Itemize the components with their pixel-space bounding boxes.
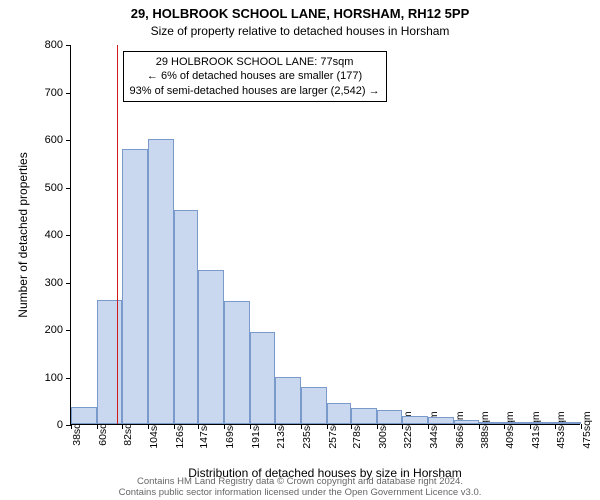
x-tick-label: 475sqm [581, 411, 593, 448]
histogram-bar [377, 410, 403, 424]
histogram-bar [148, 139, 174, 424]
histogram-bar [327, 403, 352, 424]
y-tick-label: 100 [45, 372, 63, 384]
y-tick [66, 45, 71, 46]
y-tick [66, 330, 71, 331]
histogram-bar [555, 422, 581, 424]
annotation-line: 93% of semi-detached houses are larger (… [130, 84, 380, 98]
x-tick-label: 366sqm [454, 411, 466, 448]
annotation-line: ← 6% of detached houses are smaller (177… [130, 69, 380, 83]
chart-title: 29, HOLBROOK SCHOOL LANE, HORSHAM, RH12 … [0, 6, 600, 21]
histogram-bar [71, 407, 97, 424]
y-tick-label: 600 [45, 134, 63, 146]
annotation-line: 29 HOLBROOK SCHOOL LANE: 77sqm [130, 55, 380, 69]
histogram-bar [250, 332, 276, 424]
histogram-bar [198, 270, 224, 424]
footer-line-1: Contains HM Land Registry data © Crown c… [137, 476, 463, 487]
x-tick-label: 388sqm [479, 411, 491, 448]
y-tick-label: 500 [45, 182, 63, 194]
y-tick [66, 283, 71, 284]
y-tick-label: 400 [45, 229, 63, 241]
y-axis-label: Number of detached properties [16, 45, 36, 425]
x-tick-label: 409sqm [504, 411, 516, 448]
histogram-bar [97, 300, 123, 424]
y-tick-label: 200 [45, 324, 63, 336]
histogram-bar [275, 377, 301, 425]
y-tick-label: 800 [45, 39, 63, 51]
footer-line-2: Contains public sector information licen… [119, 487, 482, 498]
x-tick-label: 431sqm [530, 411, 542, 448]
histogram-bar [530, 422, 556, 424]
footer-attribution: Contains HM Land Registry data © Crown c… [0, 477, 600, 498]
y-tick [66, 140, 71, 141]
y-tick-label: 300 [45, 277, 63, 289]
histogram-bar [428, 417, 454, 424]
histogram-bar [301, 387, 327, 424]
histogram-bar [402, 416, 428, 424]
y-tick [66, 235, 71, 236]
histogram-bar [351, 408, 377, 424]
histogram-bar [504, 422, 530, 424]
y-tick [66, 188, 71, 189]
y-tick [66, 378, 71, 379]
chart-subtitle: Size of property relative to detached ho… [0, 24, 600, 38]
y-tick-label: 0 [57, 419, 63, 431]
marker-line [117, 45, 118, 424]
y-tick-label: 700 [45, 87, 63, 99]
x-tick-label: 453sqm [555, 411, 567, 448]
histogram-bar [122, 149, 148, 425]
chart-container: 29, HOLBROOK SCHOOL LANE, HORSHAM, RH12 … [0, 0, 600, 500]
histogram-bar [454, 420, 480, 424]
histogram-bar [174, 210, 199, 424]
annotation-box: 29 HOLBROOK SCHOOL LANE: 77sqm← 6% of de… [123, 51, 387, 102]
plot-area: 010020030040050060070080038sqm60sqm82sqm… [70, 45, 580, 425]
y-tick [66, 93, 71, 94]
histogram-bar [224, 301, 250, 425]
histogram-bar [479, 422, 504, 424]
